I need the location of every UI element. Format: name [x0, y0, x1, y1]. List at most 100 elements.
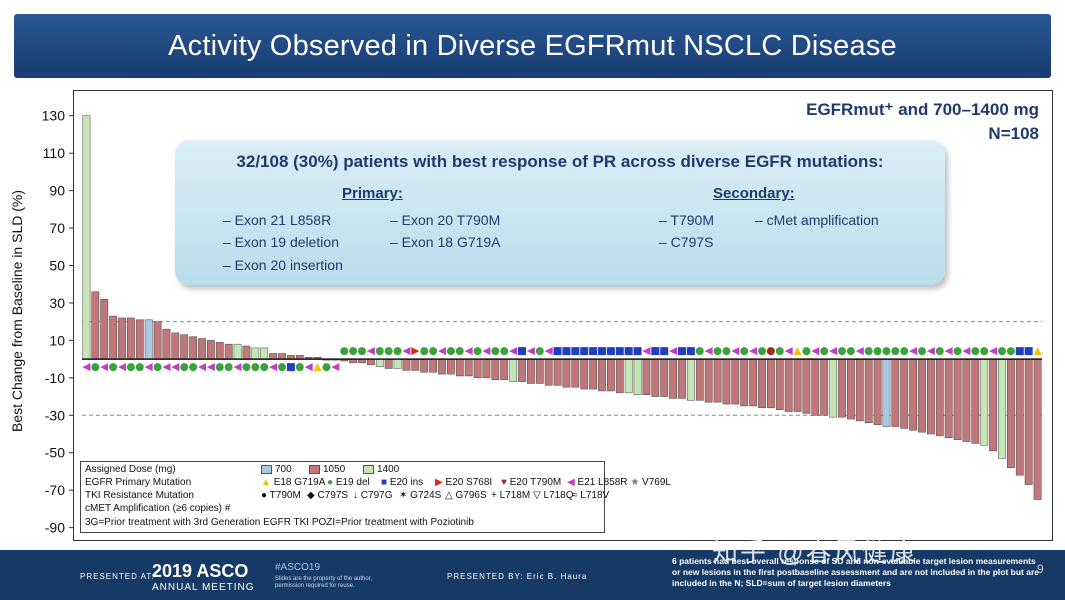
bar [766, 358, 775, 409]
chart-legend: Assigned Dose (mg) 700 1050 1400 EGFR Pr… [80, 461, 671, 533]
legend-tki-l718v-text: L718V [577, 490, 610, 501]
bar [580, 358, 589, 390]
marker-del19 [295, 363, 304, 372]
marker-l858r [509, 347, 518, 356]
bar [642, 358, 651, 395]
bar [198, 338, 206, 360]
bar [891, 358, 900, 427]
marker-l858r [704, 347, 713, 356]
secondary-mutation-item: – cMet amplification [755, 212, 879, 228]
legend-tki-l718m: + L718M [491, 490, 531, 501]
summary-headline: 32/108 (30%) patients with best response… [236, 152, 884, 171]
marker-del19 [953, 347, 962, 356]
bar [838, 358, 846, 418]
bar [562, 358, 571, 388]
bar [402, 358, 411, 371]
slide-title: Activity Observed in Diverse EGFRmut NSC… [14, 14, 1051, 78]
bar [162, 328, 171, 360]
y-tick-label: -10 [45, 370, 65, 386]
triangle-up-icon: ▲ [261, 477, 271, 488]
bar [820, 358, 829, 416]
marker-del19 [91, 363, 100, 372]
bar [1024, 358, 1033, 485]
marker-ins20 [598, 347, 606, 356]
marker-del19 [775, 347, 784, 356]
bar [704, 358, 713, 403]
bar [935, 358, 944, 437]
marker-del19 [429, 347, 438, 356]
circle-icon: ● [327, 477, 334, 488]
marker-del19 [455, 347, 464, 356]
legend-primary-t790m: ♥ E20 T790M [501, 477, 562, 488]
bar [598, 358, 606, 392]
bar [980, 358, 989, 446]
secondary-mutation-item: – T790M [659, 212, 714, 228]
bar [775, 358, 784, 410]
hash-icon: # [224, 503, 231, 514]
marker-l858r [82, 363, 91, 372]
bar [615, 358, 624, 394]
cohort-line1: EGFRmut⁺ and 700–1400 mg [806, 100, 1039, 119]
marker-l858r [731, 347, 740, 356]
bar [375, 358, 384, 367]
page-number: 9 [1037, 562, 1044, 576]
marker-del19 [500, 347, 509, 356]
marker-ins20 [615, 347, 624, 356]
legend-tki-label: TKI Resistance Mutation [85, 490, 194, 501]
primary-mutation-item: – Exon 19 deletion [223, 234, 339, 250]
bar [740, 358, 749, 407]
marker-l858r [855, 347, 864, 356]
bar [944, 358, 953, 439]
bar [713, 358, 722, 403]
bar [269, 353, 278, 360]
bar [135, 319, 144, 360]
marker-del19 [864, 347, 873, 356]
bar [624, 358, 633, 394]
triangle-right-icon: ▶ [435, 477, 443, 488]
bar [971, 358, 980, 444]
marker-l858r [989, 347, 998, 356]
bar [429, 358, 438, 373]
bar [846, 358, 855, 420]
legend-primary-del19: ● E19 del [327, 477, 370, 488]
marker-del19 [340, 347, 349, 356]
marker-del19 [180, 363, 189, 372]
legend-tki-c797s: ◆ C797S [307, 490, 349, 501]
legend-primary-v769l-text: V769L [639, 477, 671, 488]
marker-del19 [882, 347, 891, 356]
marker-l858r [944, 347, 953, 356]
y-tick-label: -50 [45, 445, 65, 461]
marker-l858r [171, 363, 180, 372]
bar [1033, 358, 1042, 500]
bar [278, 353, 286, 360]
primary-mutation-item: – Exon 20 insertion [223, 257, 343, 273]
primary-mutation-item: – Exon 21 L858R [223, 212, 332, 228]
presented-at-label: PRESENTED AT: [80, 572, 155, 581]
bar [873, 358, 882, 425]
dot-icon: ● [261, 490, 268, 501]
bar [491, 358, 500, 380]
marker-del19 [722, 347, 731, 356]
marker-l858r [402, 347, 411, 356]
marker-ins20 [553, 347, 562, 356]
legend-tki-g796s: △ G796S [445, 490, 487, 501]
bar [438, 358, 446, 375]
hashtag: #ASCO19 [275, 562, 321, 573]
marker-l858r [669, 347, 678, 356]
marker-del19 [420, 347, 429, 356]
marker-del19 [935, 347, 944, 356]
marker-l858r [926, 347, 935, 356]
marker-del19 [971, 347, 980, 356]
bar [989, 358, 998, 452]
y-tick-label: -90 [45, 520, 65, 536]
bar [215, 342, 224, 360]
legend-dose-label: Assigned Dose (mg) [85, 464, 176, 475]
bar [553, 358, 562, 386]
bar [260, 347, 269, 360]
bar [473, 358, 482, 379]
bar [722, 358, 731, 405]
marker-ins20 [686, 347, 695, 356]
bar [393, 358, 402, 369]
y-tick-label: 130 [42, 108, 66, 124]
legend-dose-1400: 1400 [363, 464, 399, 475]
